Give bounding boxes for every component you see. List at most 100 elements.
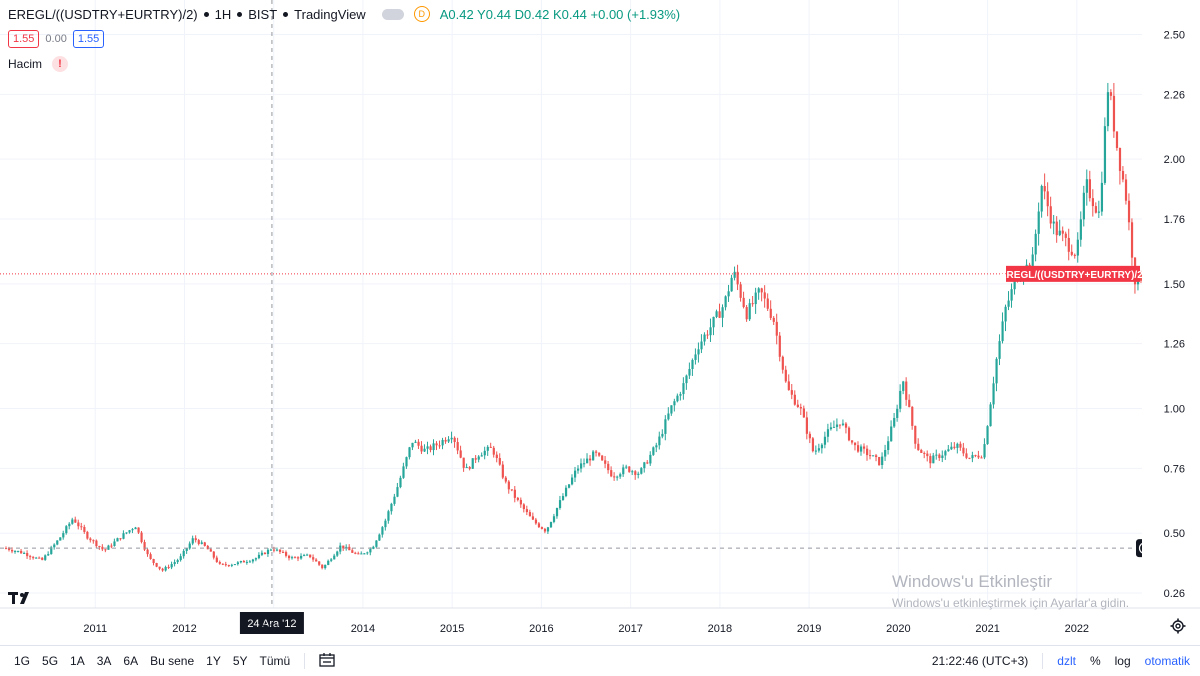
candle-body [221, 563, 224, 565]
y-tick-label: 1.26 [1164, 339, 1185, 351]
candle-body [534, 519, 538, 524]
clock-timezone[interactable]: 21:22:46 (UTC+3) [931, 654, 1029, 668]
candle-body [483, 450, 486, 456]
candle-body [929, 456, 932, 464]
range-6m-button[interactable]: 6A [123, 654, 139, 668]
candle-body [390, 503, 393, 512]
candle-body [884, 450, 887, 457]
candle-body [1010, 289, 1013, 301]
watermark-title: Windows'u Etkinleştir [892, 572, 1053, 591]
gear-icon[interactable] [1170, 618, 1186, 634]
candle-body [826, 429, 830, 437]
x-tick-label: 2012 [172, 623, 196, 635]
symbol-name[interactable]: EREGL/((USDTRY+EURTRY)/2) [8, 6, 198, 22]
candle-body [570, 477, 574, 485]
date-range-icon[interactable] [313, 652, 341, 670]
candle-body [866, 448, 869, 456]
candle-body [164, 566, 167, 571]
candle-body [197, 540, 200, 544]
range-1d-button[interactable]: 1G [14, 654, 31, 668]
candle-body [405, 457, 408, 467]
candle-body [507, 481, 510, 490]
visibility-toggle-icon[interactable] [381, 8, 404, 20]
candle-body [950, 446, 953, 450]
crosshair-date-label: 24 Ara '12 [247, 618, 296, 630]
candle-body [351, 550, 354, 553]
range-5d-button[interactable]: 5G [42, 654, 59, 668]
candle-body [1055, 221, 1058, 236]
candle-body [1001, 321, 1004, 342]
interval-label[interactable]: 1H [214, 6, 232, 22]
candle-body [908, 399, 911, 407]
source-label: TradingView [294, 6, 366, 22]
candle-body [212, 551, 215, 558]
range-1m-button[interactable]: 1A [70, 654, 85, 668]
candle-body [345, 546, 348, 549]
candle-body [227, 565, 230, 567]
range-ytd-button[interactable]: Bu sene [150, 654, 195, 668]
candle-body [748, 303, 751, 320]
x-tick-label: 2014 [351, 623, 375, 635]
candle-body [182, 550, 185, 557]
candle-body [926, 453, 929, 457]
x-tick-label: 2019 [797, 623, 821, 635]
candle-body [935, 454, 938, 456]
x-tick-label: 2011 [83, 623, 107, 635]
candle-body [754, 292, 757, 305]
sell-price-button[interactable]: 1.55 [8, 30, 40, 48]
candle-body [814, 450, 818, 452]
candle-body [604, 460, 607, 464]
percent-scale-toggle[interactable]: % [1089, 654, 1101, 668]
volume-legend: Hacim ! [8, 56, 69, 72]
candle-body [468, 467, 471, 469]
candle-body [980, 457, 983, 459]
candle-body [1121, 170, 1125, 180]
toolbar-divider [1042, 653, 1044, 669]
candle-body [1088, 179, 1091, 199]
toolbar-divider [304, 653, 306, 669]
candle-body [1046, 191, 1049, 207]
candle-body [1079, 219, 1082, 240]
candle-body [962, 447, 965, 454]
candle-body [706, 334, 709, 336]
range-1y-button[interactable]: 1Y [206, 654, 221, 668]
tradingview-logo-icon[interactable] [8, 590, 36, 606]
candle-body [832, 426, 836, 428]
candle-body [68, 523, 71, 527]
candle-body [730, 277, 733, 292]
candle-body [360, 553, 363, 555]
candle-body [971, 455, 974, 459]
buy-price-button[interactable]: 1.55 [72, 30, 105, 48]
candle-body [47, 554, 50, 556]
candle-body [956, 443, 959, 448]
candle-body [158, 566, 161, 569]
candle-body [381, 527, 384, 535]
candle-body [778, 335, 781, 357]
range-5y-button[interactable]: 5Y [232, 654, 248, 668]
auto-scale-toggle[interactable]: otomatik [1144, 654, 1190, 668]
price-axis[interactable] [1142, 0, 1200, 645]
candle-body [14, 551, 17, 553]
candle-body [531, 516, 535, 520]
candle-body [881, 456, 884, 465]
candle-body [41, 557, 44, 560]
data-status-badge[interactable]: D [413, 6, 430, 22]
candle-body [339, 545, 342, 552]
range-3m-button[interactable]: 3A [96, 654, 112, 668]
adjust-data-toggle[interactable]: dzlt [1057, 654, 1076, 668]
log-scale-toggle[interactable]: log [1114, 654, 1131, 668]
candle-body [450, 437, 453, 440]
y-tick-label: 0.50 [1164, 528, 1185, 540]
warning-icon[interactable]: ! [52, 56, 69, 72]
candle-body [309, 554, 312, 558]
y-tick-label: 1.76 [1164, 214, 1185, 226]
candle-body [104, 549, 107, 551]
y-tick-label: 0.26 [1164, 588, 1185, 600]
candle-body [863, 446, 866, 449]
candle-body [315, 559, 318, 562]
candle-body [435, 443, 438, 446]
candle-body [911, 406, 914, 426]
range-all-button[interactable]: Tümü [259, 654, 291, 668]
price-chart[interactable]: 24 Ara '120.44EREGL/((USDTRY+EURTRY)/2)1… [0, 0, 1200, 645]
volume-label[interactable]: Hacim [8, 57, 43, 71]
